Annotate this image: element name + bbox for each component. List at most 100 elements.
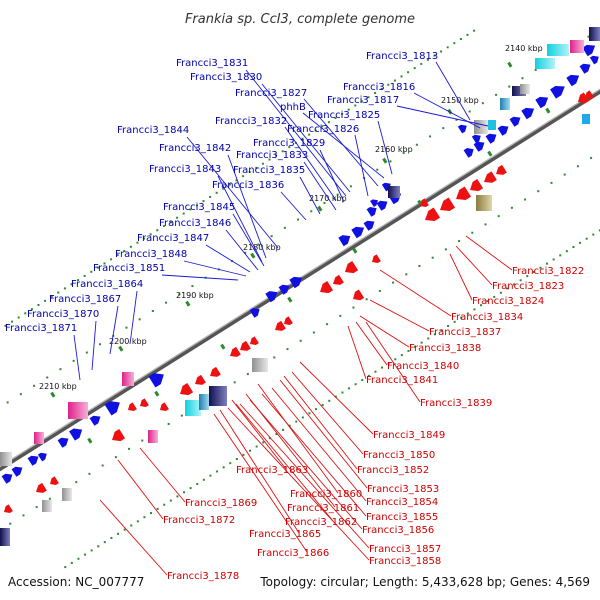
rna-feature [488,120,496,130]
rna-feature [589,27,600,41]
gene-label: Francci3_1854 [366,497,438,508]
tick-mark [90,549,93,552]
leader-line [245,69,347,197]
tick-mark [286,348,289,351]
tick-mark [99,343,102,346]
tick-mark [30,308,33,311]
tick-mark [24,312,27,315]
tick-mark [255,445,258,448]
tick-mark [301,416,304,419]
reverse-gene-arrow [275,320,286,331]
tick-mark [481,102,484,105]
forward-gene-arrow [582,44,596,57]
tick-mark [402,152,405,155]
rna-feature [547,44,569,56]
gene-label: Francci3_1855 [366,512,438,523]
tick-mark [453,42,456,45]
leader-line [213,413,308,553]
reverse-gene-arrow [425,207,441,221]
gene-label: phhB [280,102,306,113]
tick-mark [301,137,304,140]
leader-line [379,269,452,317]
tick-mark [123,528,126,531]
kbp-label: 2140 kbp [505,44,543,53]
tick-mark [321,403,324,406]
major-tick [250,252,256,259]
tick-mark [70,561,73,564]
tick-mark [136,241,139,244]
tick-mark [297,218,300,221]
gene-label: Francci3_1842 [159,143,231,154]
tick-mark [348,387,351,390]
gene-label: Francci3_1827 [235,88,307,99]
tick-mark [103,541,106,544]
tick-mark [209,474,212,477]
leader-line [271,387,367,502]
rna-feature [185,400,201,416]
leader-line [291,371,364,455]
leader-line [183,260,247,277]
kbp-label: 2160 kbp [375,145,413,154]
tick-mark [162,225,165,228]
tick-mark [552,258,555,261]
tick-mark [414,345,417,348]
tick-mark [486,300,489,303]
tick-mark [248,171,251,174]
tick-mark [59,368,62,371]
reverse-gene-arrow [372,254,381,264]
reverse-gene-arrow [585,90,594,100]
reverse-gene-arrow [240,340,251,351]
tick-mark [191,285,194,288]
tick-mark [125,326,128,329]
tick-mark [579,241,582,244]
tick-mark [323,201,326,204]
tick-mark [182,212,185,215]
gene-label: Francci3_1832 [215,116,287,127]
tick-mark [128,447,131,450]
tick-mark [563,173,566,176]
tick-mark [57,291,60,294]
leader-line [283,375,358,470]
tick-mark [242,453,245,456]
gene-label: Francci3_1863 [236,465,308,476]
accession-label: Accession: NC_007777 [8,575,144,589]
rna-feature [512,86,526,96]
tick-mark [233,381,236,384]
leader-line [129,290,138,345]
tick-mark [354,104,357,107]
leader-line [396,105,489,127]
major-tick [154,390,160,397]
forward-gene-arrow [27,455,39,466]
forward-gene-arrow [265,291,278,303]
forward-gene-arrow [485,133,497,144]
map-title: Frankia sp. CcI3, complete genome [185,12,415,27]
tick-mark [453,320,456,323]
tick-mark [550,181,553,184]
tick-mark [268,158,271,161]
forward-gene-arrow [566,74,580,87]
reverse-gene-arrow [36,482,47,493]
tick-mark [9,522,12,525]
leader-line [284,126,337,201]
tick-mark [590,156,593,159]
tick-mark [141,439,144,442]
tick-mark [222,466,225,469]
gene-label: Francci3_1846 [159,218,231,229]
gene-label: Francci3_1853 [367,484,439,495]
tick-mark [534,68,537,71]
gene-label: Francci3_1840 [387,361,459,372]
gene-label: Francci3_1862 [285,517,357,528]
tick-mark [431,256,434,259]
tick-mark [70,283,73,286]
rna-feature [148,430,158,443]
tick-mark [46,376,49,379]
kbp-label: 2200 kbp [109,337,147,346]
tick-mark [283,226,286,229]
tick-mark [415,143,418,146]
tick-mark [110,536,113,539]
tick-mark [440,329,443,332]
gene-label: Francci3_1870 [27,309,99,320]
gene-label: Francci3_1834 [451,312,523,323]
tick-mark [466,33,469,36]
forward-gene-arrow [11,466,23,477]
